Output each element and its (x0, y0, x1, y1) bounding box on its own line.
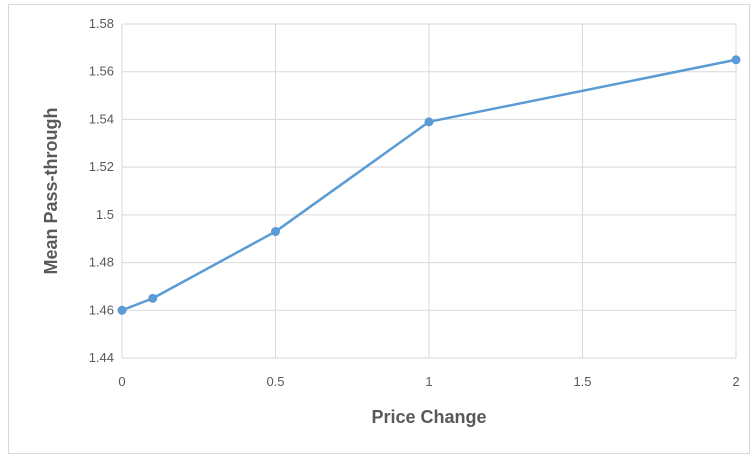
y-axis-title: Mean Pass-through (41, 107, 61, 274)
x-tick-label: 0.5 (266, 374, 284, 389)
y-tick-label: 1.54 (89, 111, 114, 126)
data-point (271, 227, 280, 237)
series-layer (117, 55, 741, 315)
y-tick-label: 1.52 (89, 159, 114, 174)
x-tick-label: 0 (118, 374, 125, 389)
gridlines (121, 23, 737, 359)
y-tick-label: 1.48 (89, 255, 114, 270)
chart-frame (8, 4, 750, 454)
y-tick-label: 1.46 (89, 302, 114, 317)
x-tick-label: 1 (425, 374, 432, 389)
x-axis-title: Price Change (371, 407, 486, 427)
x-tick-label: 2 (732, 374, 739, 389)
data-point (731, 55, 741, 65)
data-point (148, 293, 158, 303)
y-tick-label: 1.58 (89, 16, 114, 31)
y-tick-label: 1.5 (96, 207, 114, 222)
x-tick-label: 1.5 (573, 374, 591, 389)
y-tick-label: 1.56 (89, 64, 114, 79)
data-point (117, 305, 127, 315)
tick-labels: 1.441.461.481.51.521.541.561.580 0.5 1 1.5 2 (89, 16, 740, 389)
y-tick-label: 1.44 (89, 350, 114, 365)
data-point (424, 117, 434, 127)
